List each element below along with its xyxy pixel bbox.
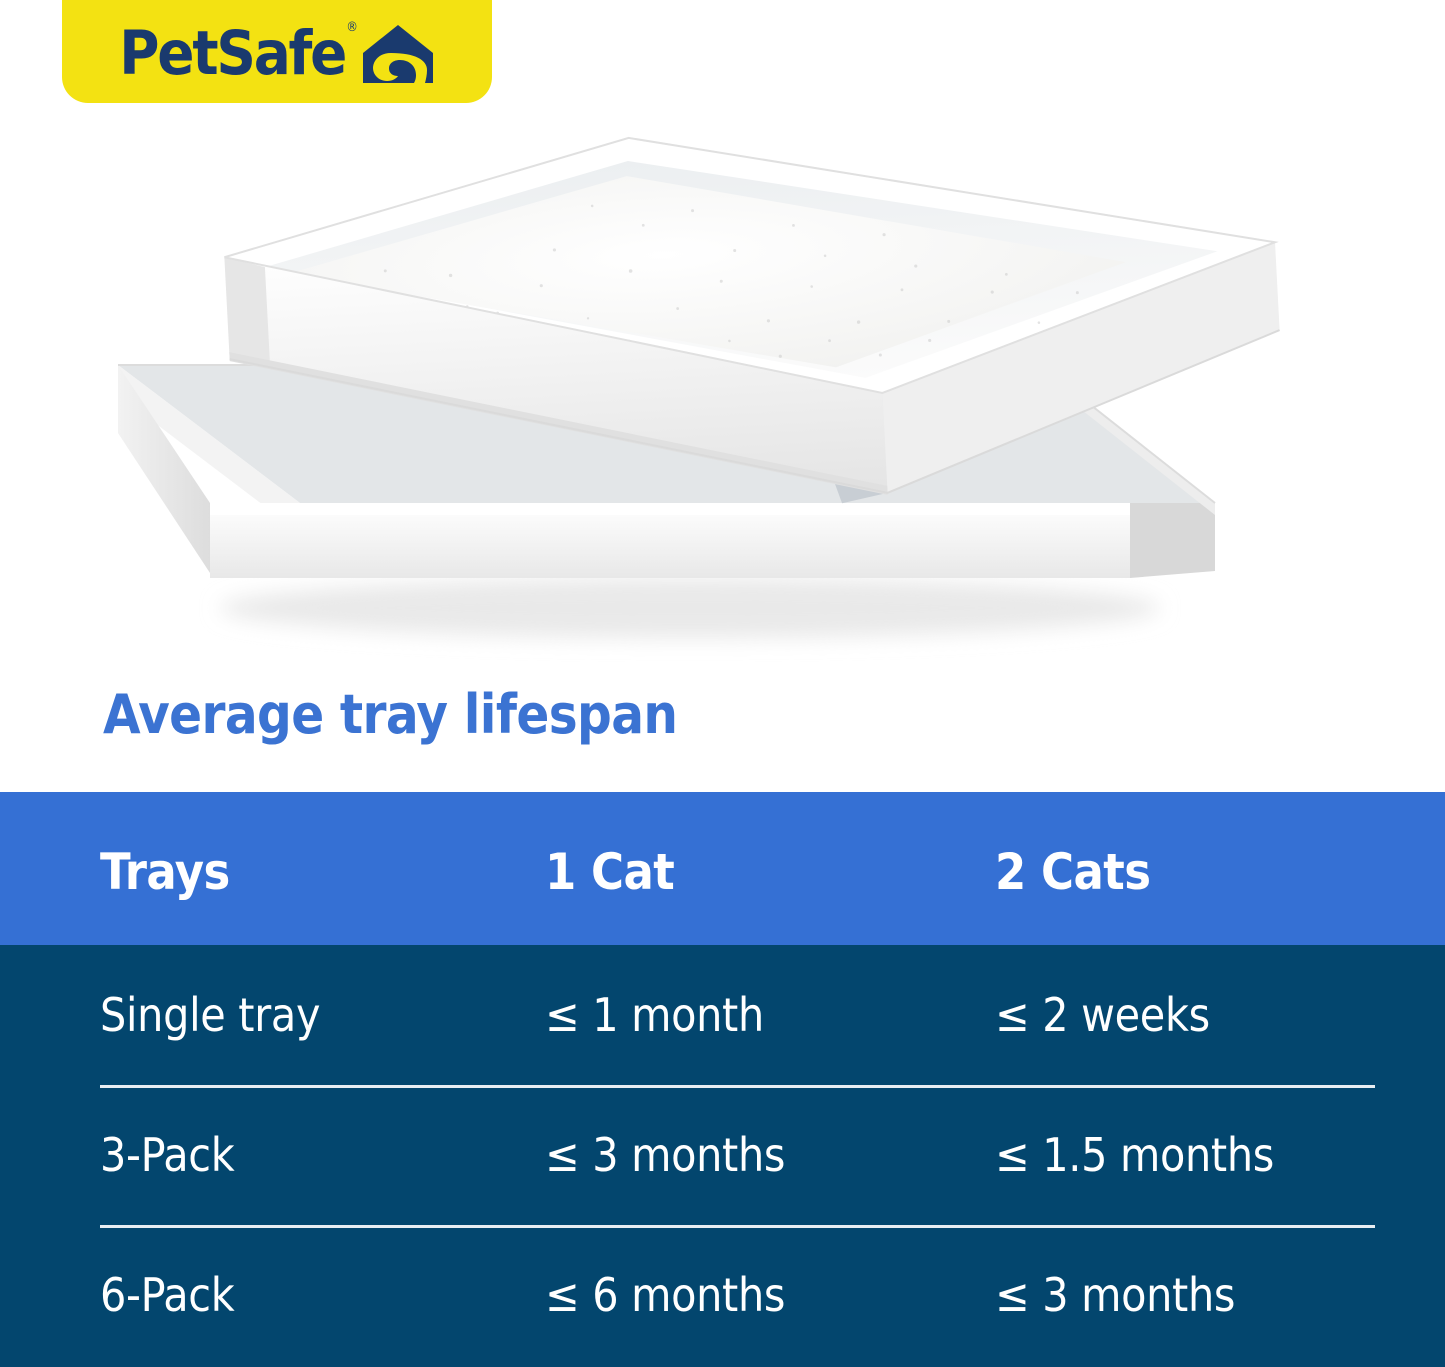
cell-one-cat: ≤ 1 month bbox=[545, 988, 764, 1042]
brand-name-text: PetSafe bbox=[119, 18, 347, 89]
row-divider bbox=[100, 1085, 1375, 1088]
row-divider bbox=[100, 1225, 1375, 1228]
page-title: Average tray lifespan bbox=[103, 683, 678, 746]
cell-trays: 6-Pack bbox=[100, 1268, 235, 1322]
cell-two-cats: ≤ 3 months bbox=[995, 1268, 1236, 1322]
cell-two-cats: ≤ 2 weeks bbox=[995, 988, 1210, 1042]
cell-trays: Single tray bbox=[100, 988, 321, 1042]
column-header-one-cat: 1 Cat bbox=[545, 842, 675, 901]
logo-inner: PetSafe® bbox=[119, 19, 434, 85]
house-with-paw-curl-icon bbox=[362, 24, 433, 83]
registered-trademark-symbol: ® bbox=[346, 19, 358, 35]
petsafe-logo-badge: PetSafe® bbox=[62, 0, 492, 103]
column-header-two-cats: 2 Cats bbox=[995, 842, 1151, 901]
table-header-row: Trays 1 Cat 2 Cats bbox=[0, 792, 1445, 945]
cell-trays: 3-Pack bbox=[100, 1128, 235, 1182]
table-row: 6-Pack ≤ 6 months ≤ 3 months bbox=[0, 1225, 1445, 1365]
table-row: Single tray ≤ 1 month ≤ 2 weeks bbox=[0, 945, 1445, 1085]
cell-one-cat: ≤ 6 months bbox=[545, 1268, 786, 1322]
photo-shadow bbox=[220, 578, 1160, 638]
cell-one-cat: ≤ 3 months bbox=[545, 1128, 786, 1182]
table-row: 3-Pack ≤ 3 months ≤ 1.5 months bbox=[0, 1085, 1445, 1225]
stacked-litter-trays-illustration bbox=[118, 136, 1280, 638]
table-body: Single tray ≤ 1 month ≤ 2 weeks 3-Pack ≤… bbox=[0, 945, 1445, 1367]
crystal-litter-surface bbox=[287, 176, 1126, 368]
brand-wordmark: PetSafe® bbox=[119, 19, 358, 84]
cell-two-cats: ≤ 1.5 months bbox=[995, 1128, 1275, 1182]
upper-tray bbox=[224, 136, 1280, 504]
product-photo bbox=[0, 103, 1445, 663]
column-header-trays: Trays bbox=[100, 842, 230, 901]
header-row: Trays 1 Cat 2 Cats bbox=[0, 792, 1445, 945]
lifespan-table: Trays 1 Cat 2 Cats Single tray ≤ 1 month… bbox=[0, 792, 1445, 1367]
